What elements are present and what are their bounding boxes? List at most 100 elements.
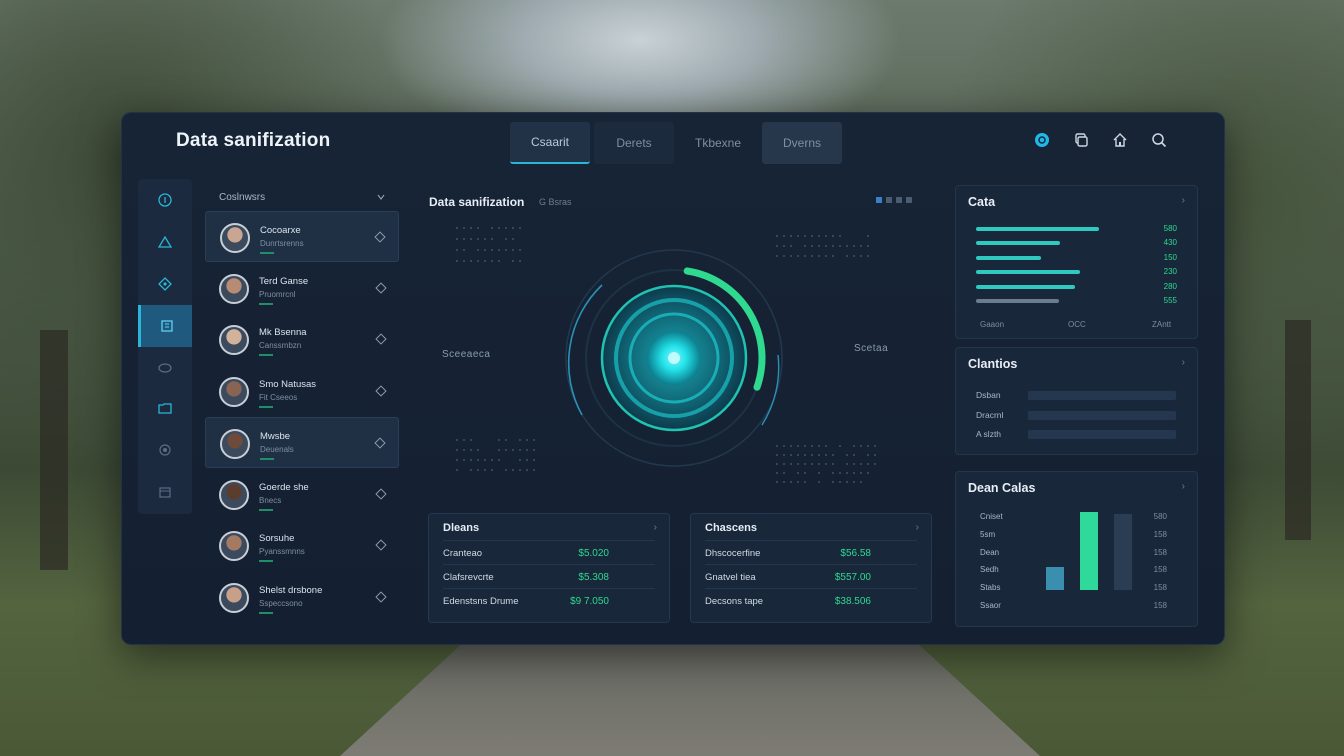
diamond-icon[interactable]: [375, 591, 386, 602]
avatar: [219, 531, 249, 561]
chevron-right-icon[interactable]: ›: [1182, 357, 1185, 368]
user-list-item[interactable]: Smo Natusas Fit Cseeos: [205, 366, 399, 417]
avatar: [219, 377, 249, 407]
stat-label: Decsons tape: [705, 596, 763, 607]
clantios-label: A slzth: [976, 429, 1001, 439]
diamond-icon[interactable]: [375, 539, 386, 550]
stat-value: $38.506: [835, 596, 871, 607]
settings-icon[interactable]: [138, 429, 192, 471]
status-dot-icon[interactable]: [1033, 131, 1051, 149]
document-icon[interactable]: [138, 305, 192, 347]
page-indicator-icon[interactable]: [886, 197, 892, 203]
user-status-bar: [259, 509, 273, 511]
page-indicator-icon[interactable]: [896, 197, 902, 203]
cata-title: Cata: [968, 195, 995, 209]
avatar: [220, 429, 250, 459]
user-list-item[interactable]: Goerde she Bnecs: [205, 469, 399, 520]
stat-label: Dhscocerfine: [705, 548, 760, 559]
center-title: Data sanifization: [429, 195, 524, 209]
cata-bar-value: 580: [1164, 224, 1177, 233]
cata-card: Cata › 580 430 150 230 280 555 Gaaon OCC ZAnt…: [955, 185, 1198, 339]
tab-dverns[interactable]: Dverns: [762, 122, 842, 164]
user-status-bar: [260, 458, 274, 460]
chevron-down-icon[interactable]: [377, 193, 385, 201]
user-role: Pyanssmnns: [259, 547, 305, 556]
cata-bar-value: 280: [1164, 282, 1177, 291]
user-list-item[interactable]: Mwsbe Deuenals: [205, 417, 399, 468]
stat-value: $9 7.050: [570, 596, 609, 607]
user-role: Canssmbzn: [259, 341, 301, 350]
avatar: [219, 480, 249, 510]
stat-label: Edenstsns Drume: [443, 596, 519, 607]
axis-label: ZAntt: [1152, 320, 1171, 329]
user-name: Goerde she: [259, 482, 309, 493]
stat-value: $5.020: [578, 548, 609, 559]
clantios-label: Dracrnl: [976, 410, 1003, 420]
chevron-right-icon[interactable]: ›: [916, 522, 919, 533]
stat-row: Dhscocerfine $56.58: [705, 540, 917, 565]
user-list-item[interactable]: Terd Ganse Pruomrcnl: [205, 263, 399, 314]
diamond-icon[interactable]: [138, 263, 192, 305]
cata-bar-value: 555: [1164, 296, 1177, 305]
cata-bar: [976, 270, 1080, 274]
chevron-right-icon[interactable]: ›: [654, 522, 657, 533]
sanitization-ring: [542, 235, 812, 485]
stat-label: Cranteao: [443, 548, 482, 559]
decorative-dots: [456, 439, 556, 479]
clantios-label: Dsban: [976, 390, 1001, 400]
stats-left-title: Dleans: [443, 522, 479, 534]
shield-icon[interactable]: [138, 347, 192, 389]
diamond-icon[interactable]: [374, 437, 385, 448]
stat-row: Cranteao $5.020: [443, 540, 655, 565]
tab-csaarit[interactable]: Csaarit: [510, 122, 590, 164]
dean-calas-title: Dean Calas: [968, 481, 1035, 495]
clantios-card: Clantios › Dsban Dracrnl A slzth: [955, 347, 1198, 455]
diamond-icon[interactable]: [375, 385, 386, 396]
page-indicator-icon[interactable]: [876, 197, 882, 203]
dean-bar: [1114, 514, 1132, 590]
user-role: Fit Cseeos: [259, 393, 297, 402]
user-status-bar: [259, 406, 273, 408]
user-list-item[interactable]: Shelst drsbone Sspeccsono: [205, 572, 399, 623]
user-role: Dunrtsrenns: [260, 239, 304, 248]
dean-row-label: Ssaor: [980, 601, 1001, 610]
user-name: Mk Bsenna: [259, 327, 307, 338]
cata-bar-value: 150: [1164, 253, 1177, 262]
avatar: [219, 583, 249, 613]
search-icon[interactable]: [1150, 131, 1168, 149]
cata-bar: [976, 256, 1041, 260]
top-tabs: Csaarit Derets Tkbexne Dverns: [510, 122, 842, 164]
diamond-icon[interactable]: [374, 231, 385, 242]
clantios-track: [1028, 430, 1176, 439]
chevron-right-icon[interactable]: ›: [1182, 481, 1185, 492]
home-icon[interactable]: [1111, 131, 1129, 149]
tab-derets[interactable]: Derets: [594, 122, 674, 164]
decorative-dots: [456, 227, 556, 269]
dean-bar: [1080, 512, 1098, 590]
copy-icon[interactable]: [1072, 131, 1090, 149]
cata-bar: [976, 299, 1059, 303]
clantios-title: Clantios: [968, 357, 1017, 371]
archive-icon[interactable]: [138, 471, 192, 513]
user-list-item[interactable]: Mk Bsenna Canssmbzn: [205, 314, 399, 365]
center-tag: G Bsras: [539, 197, 572, 207]
tab-tkbexne[interactable]: Tkbexne: [678, 122, 758, 164]
page-indicator-icon[interactable]: [906, 197, 912, 203]
stat-value: $56.58: [840, 548, 871, 559]
user-list-item[interactable]: Sorsuhe Pyanssmnns: [205, 520, 399, 571]
diamond-icon[interactable]: [375, 282, 386, 293]
user-name: Sorsuhe: [259, 533, 294, 544]
info-icon[interactable]: [138, 179, 192, 221]
chevron-right-icon[interactable]: ›: [1182, 195, 1185, 206]
user-status-bar: [259, 303, 273, 305]
user-list-item[interactable]: Cocoarxe Dunrtsrenns: [205, 211, 399, 262]
alert-icon[interactable]: [138, 221, 192, 263]
scan-left-label: Sceeaeca: [442, 349, 490, 360]
dean-row-value: 158: [1154, 530, 1167, 539]
stat-label: Gnatvel tiea: [705, 572, 756, 583]
diamond-icon[interactable]: [375, 488, 386, 499]
folder-icon[interactable]: [138, 387, 192, 429]
diamond-icon[interactable]: [375, 333, 386, 344]
dean-bar: [1046, 567, 1064, 590]
user-name: Cocoarxe: [260, 225, 301, 236]
